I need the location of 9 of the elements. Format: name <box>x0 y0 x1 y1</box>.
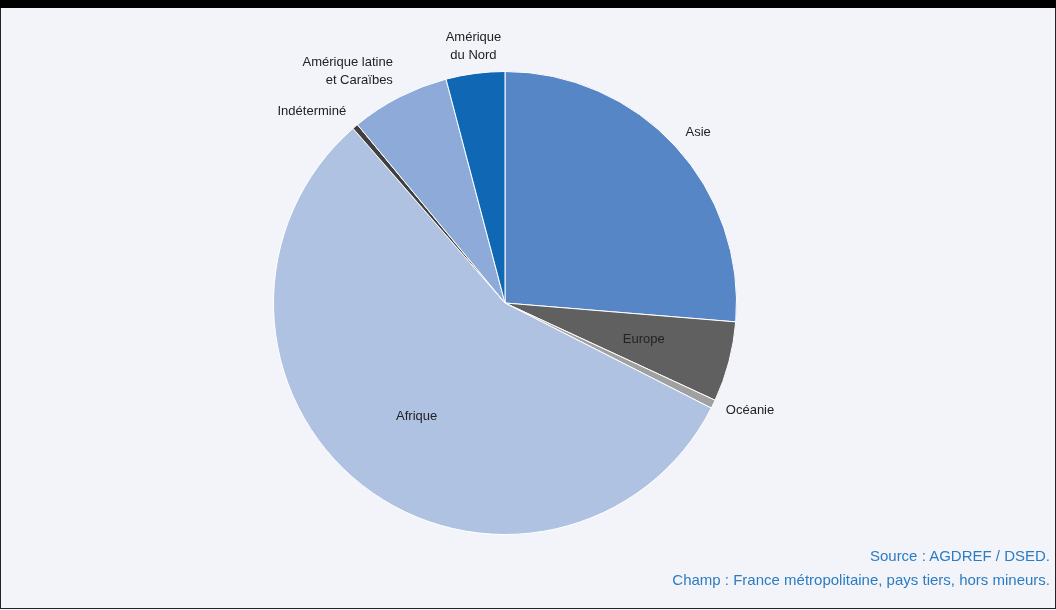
slice-label: Amérique du Nord <box>445 29 502 63</box>
source-note: Source : AGDREF / DSED. <box>868 546 1050 566</box>
slice-label: Amérique latine et Caraïbes <box>302 54 394 88</box>
slice-label: Afrique <box>396 407 438 423</box>
slice-label: Océanie <box>725 401 775 417</box>
text: Champ : France métropolitaine, pays tiers, hors mineurs. <box>672 570 1050 590</box>
slice-label: Europe <box>622 331 665 347</box>
slice-label: Indéterminé <box>277 103 347 119</box>
slice-label: Asie <box>685 124 711 140</box>
